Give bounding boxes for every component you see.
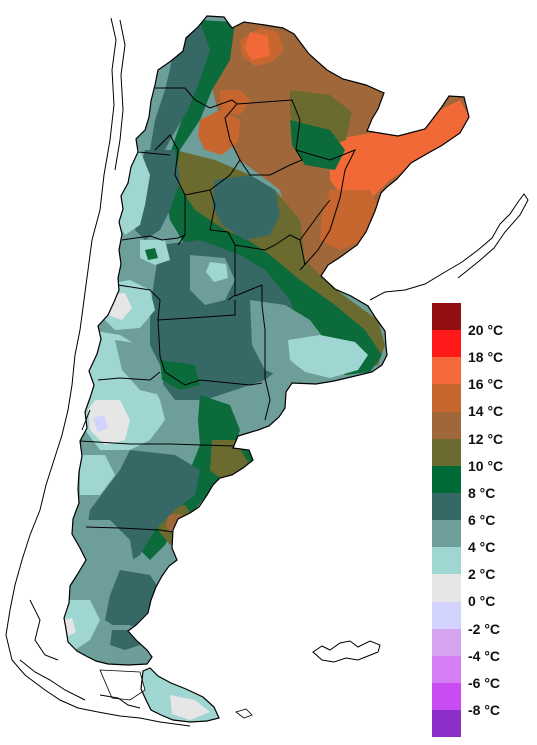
legend-swatch <box>432 357 461 385</box>
legend-row: 2 °C <box>432 547 537 582</box>
legend-swatch <box>432 682 461 711</box>
legend-row <box>432 710 537 738</box>
legend-row: 4 °C <box>432 520 537 555</box>
legend-swatch <box>432 655 461 683</box>
legend-swatch <box>432 601 461 629</box>
legend-row: 20 °C <box>432 303 537 338</box>
legend-label: 12 °C <box>468 430 504 447</box>
legend-swatch <box>432 492 461 521</box>
legend-label: 16 °C <box>468 376 504 393</box>
legend-row: 12 °C <box>432 411 537 447</box>
rio-de-la-plata-line <box>369 291 386 301</box>
legend-row: -2 °C <box>432 601 537 637</box>
legend-label: 10 °C <box>468 457 504 474</box>
legend-swatch <box>432 411 461 439</box>
legend-swatch <box>432 438 461 466</box>
legend-swatch <box>432 465 461 493</box>
legend-label: 20 °C <box>468 322 504 338</box>
malvinas-islands <box>312 640 381 663</box>
legend-swatch <box>432 710 461 738</box>
legend-label: -6 °C <box>468 674 501 691</box>
legend-label: 8 °C <box>468 484 496 501</box>
isla-de-los-estados <box>235 708 253 719</box>
tierra-del-fuego-border <box>140 667 220 723</box>
legend-row: 10 °C <box>432 438 537 474</box>
legend-row: 14 °C <box>432 384 537 419</box>
legend-label: 6 °C <box>468 511 496 528</box>
legend-swatch <box>432 547 461 575</box>
legend-label: -8 °C <box>468 701 501 718</box>
legend-swatch <box>432 384 461 412</box>
legend-label: 18 °C <box>468 349 504 366</box>
legend-swatch <box>432 574 461 602</box>
legend-label: 2 °C <box>468 566 496 583</box>
legend-swatch <box>432 520 461 548</box>
legend-label: 14 °C <box>468 403 504 420</box>
legend-row: 16 °C <box>432 357 537 392</box>
legend-row: -8 °C <box>432 682 537 718</box>
legend-row: 6 °C <box>432 492 537 528</box>
legend-row: 18 °C <box>432 330 537 365</box>
legend-label: 4 °C <box>468 539 496 556</box>
legend-row: -4 °C <box>432 628 537 664</box>
temperature-legend: 20 °C 18 °C 16 °C 14 °C 12 °C 10 °C 8 °C 6 °C 4 … <box>432 303 537 738</box>
legend-label: -2 °C <box>468 620 501 637</box>
uruguay-coastline <box>384 193 529 293</box>
legend-swatch <box>432 628 461 656</box>
legend-label: -4 °C <box>468 647 501 664</box>
legend-row: 0 °C <box>432 574 537 609</box>
province-borders <box>79 87 357 533</box>
legend-label: 0 °C <box>468 593 496 610</box>
legend-swatch <box>432 330 461 358</box>
legend-row: 8 °C <box>432 465 537 501</box>
chile-coastline <box>5 17 191 727</box>
argentina-border <box>63 15 470 666</box>
legend-swatch <box>432 303 461 331</box>
legend-row: -6 °C <box>432 655 537 691</box>
